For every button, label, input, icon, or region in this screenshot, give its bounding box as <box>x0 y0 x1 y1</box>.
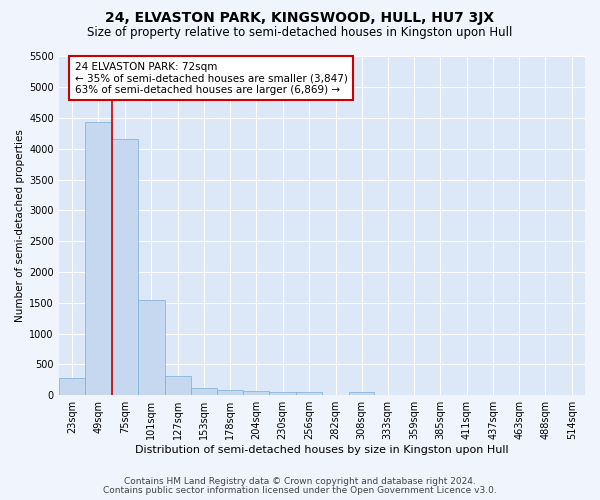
Bar <box>112 139 138 395</box>
Bar <box>164 376 191 395</box>
X-axis label: Distribution of semi-detached houses by size in Kingston upon Hull: Distribution of semi-detached houses by … <box>135 445 509 455</box>
Bar <box>138 300 164 395</box>
Text: 24, ELVASTON PARK, KINGSWOOD, HULL, HU7 3JX: 24, ELVASTON PARK, KINGSWOOD, HULL, HU7 … <box>106 11 494 25</box>
Bar <box>349 392 374 395</box>
Bar <box>243 391 269 395</box>
Text: Contains public sector information licensed under the Open Government Licence v3: Contains public sector information licen… <box>103 486 497 495</box>
Bar <box>217 390 243 395</box>
Bar <box>191 388 217 395</box>
Y-axis label: Number of semi-detached properties: Number of semi-detached properties <box>15 130 25 322</box>
Text: 24 ELVASTON PARK: 72sqm
← 35% of semi-detached houses are smaller (3,847)
63% of: 24 ELVASTON PARK: 72sqm ← 35% of semi-de… <box>74 62 347 95</box>
Text: Contains HM Land Registry data © Crown copyright and database right 2024.: Contains HM Land Registry data © Crown c… <box>124 477 476 486</box>
Bar <box>59 378 85 395</box>
Bar <box>269 392 296 395</box>
Bar <box>85 122 112 395</box>
Text: Size of property relative to semi-detached houses in Kingston upon Hull: Size of property relative to semi-detach… <box>88 26 512 39</box>
Bar <box>296 392 322 395</box>
